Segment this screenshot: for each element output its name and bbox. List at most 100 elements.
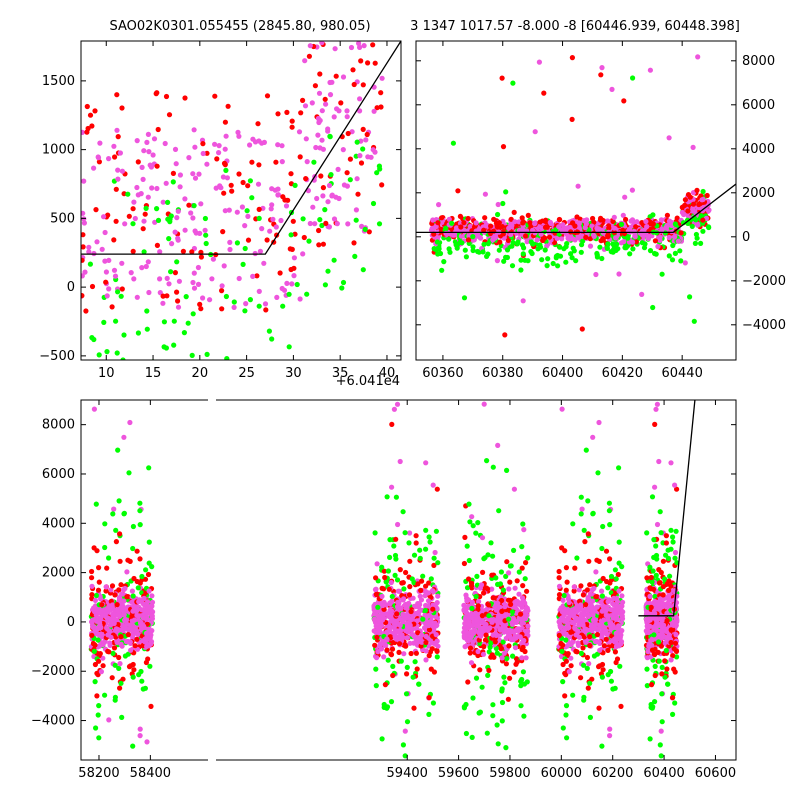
data-point (389, 646, 396, 652)
data-point (386, 586, 392, 592)
data-point (141, 148, 147, 154)
data-point (539, 257, 545, 263)
data-point (168, 269, 174, 275)
data-point (407, 584, 413, 590)
data-point (435, 593, 441, 599)
title-right: 3 1347 1017.57 -8.000 -8 [60446.939, 604… (410, 19, 740, 34)
data-point (325, 199, 331, 205)
data-point (578, 494, 584, 500)
data-point (519, 676, 525, 683)
data-point (490, 464, 496, 470)
data-point (523, 233, 529, 239)
data-point (413, 540, 419, 546)
data-point (127, 639, 133, 645)
data-point (93, 207, 99, 213)
data-point (519, 215, 525, 221)
data-point (192, 144, 198, 150)
data-point (125, 594, 131, 600)
data-point (269, 186, 275, 192)
data-point (446, 236, 452, 242)
data-point (116, 613, 123, 620)
data-point (379, 617, 386, 623)
data-point (495, 600, 501, 606)
data-point (569, 116, 575, 122)
data-point (501, 258, 507, 264)
data-point (140, 176, 146, 182)
data-point (118, 293, 124, 299)
data-point (390, 663, 396, 670)
data-point (604, 606, 610, 612)
data-point (135, 606, 141, 612)
data-point (585, 498, 591, 504)
data-point (245, 183, 251, 189)
data-point (256, 288, 262, 294)
data-point (383, 579, 389, 585)
data-point (575, 640, 581, 646)
data-point (434, 486, 440, 492)
data-point (466, 237, 472, 243)
data-point (177, 184, 183, 190)
data-point (417, 547, 423, 553)
data-point (281, 287, 288, 293)
data-point (507, 627, 513, 634)
data-point (227, 239, 233, 245)
data-point (470, 247, 476, 254)
data-point (692, 240, 699, 246)
data-point (89, 575, 95, 581)
data-point (191, 203, 197, 209)
data-point (605, 599, 611, 605)
data-point (478, 235, 484, 241)
data-point (475, 648, 481, 655)
data-point (563, 703, 570, 709)
data-point (125, 557, 131, 563)
data-point (426, 653, 432, 659)
data-point (497, 627, 503, 633)
data-point (144, 139, 150, 145)
data-point (521, 637, 527, 644)
x-tick-label: 25 (238, 366, 255, 381)
data-point (171, 342, 177, 348)
data-point (496, 220, 502, 226)
data-point (345, 130, 351, 137)
data-point (556, 568, 562, 575)
data-point (125, 191, 131, 197)
data-point (570, 692, 576, 698)
data-point (200, 150, 206, 157)
data-point (584, 654, 591, 661)
data-point (500, 229, 506, 235)
data-point (512, 585, 518, 591)
data-point (490, 553, 496, 559)
data-point (652, 484, 658, 490)
data-point (106, 257, 112, 263)
data-point (417, 555, 423, 562)
data-point (500, 587, 506, 593)
data-point (467, 519, 473, 525)
data-point (402, 642, 408, 648)
data-point (340, 147, 346, 153)
data-point (476, 637, 482, 643)
data-point (430, 700, 436, 706)
data-point (289, 281, 295, 287)
data-point (388, 579, 394, 586)
data-point (275, 111, 281, 117)
data-point (480, 569, 486, 576)
data-point (616, 539, 622, 545)
data-point (587, 582, 593, 588)
data-point (536, 59, 543, 65)
data-point (334, 221, 340, 227)
x-tick-label: 60400 (542, 366, 583, 381)
data-point (470, 234, 476, 240)
y-tick-label: 1000 (42, 143, 75, 158)
data-point (172, 270, 178, 276)
data-point (508, 563, 514, 569)
data-point (681, 211, 687, 218)
data-point (519, 565, 525, 571)
data-point (682, 202, 688, 208)
data-point (489, 652, 495, 658)
data-point (292, 231, 298, 237)
data-point (388, 699, 395, 705)
data-point (95, 637, 101, 643)
data-point (197, 230, 203, 236)
data-point (316, 90, 323, 96)
data-point (591, 625, 598, 631)
